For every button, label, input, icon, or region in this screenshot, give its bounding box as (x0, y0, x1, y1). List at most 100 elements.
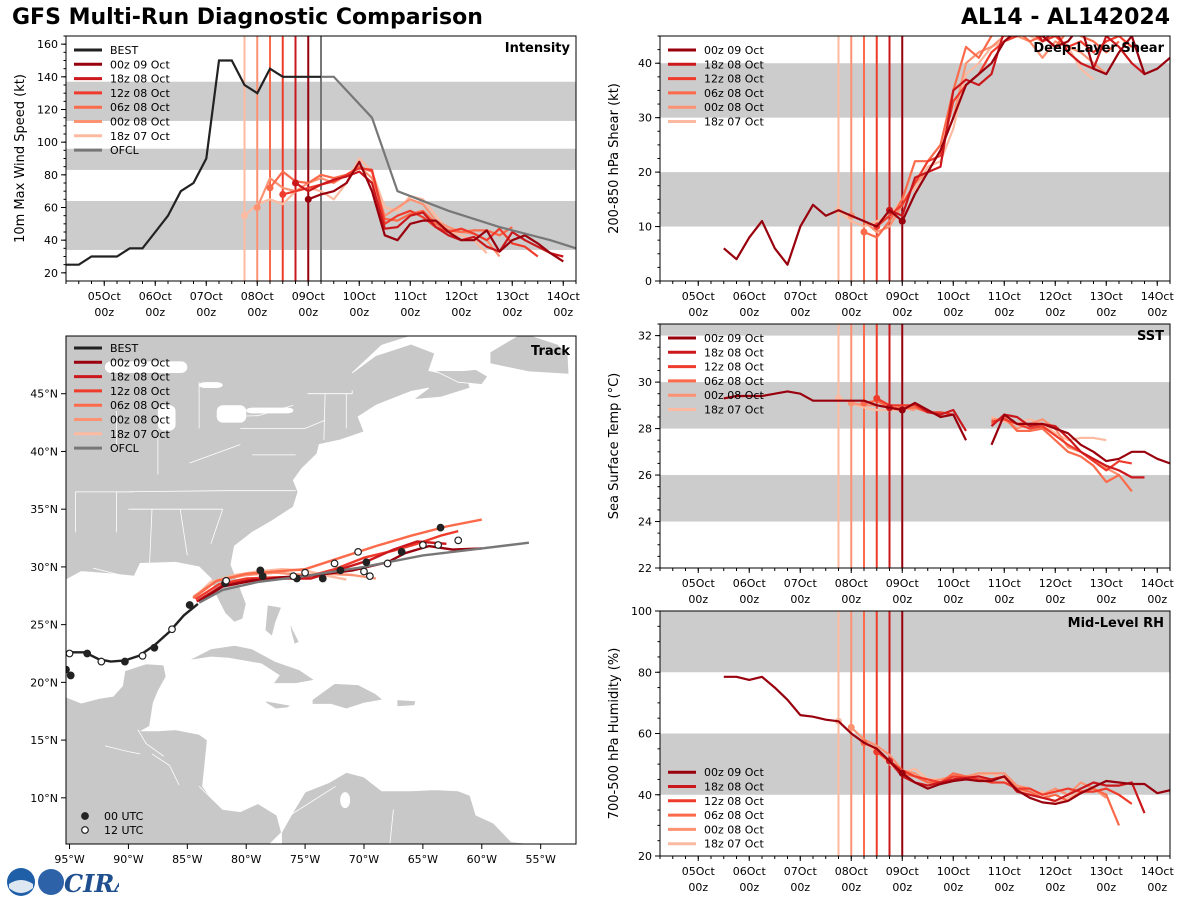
track-y-tick-label: 40°N (30, 445, 58, 458)
shear-x-tick-day: 11Oct (988, 290, 1022, 303)
intensity-y-tick-label: 40 (44, 234, 58, 247)
track-position-marker (318, 574, 327, 583)
intensity-x-tick-day: 06Oct (139, 290, 173, 303)
sst-legend-label: 18z 08 Oct (704, 346, 764, 359)
sst-y-tick-label: 30 (638, 376, 652, 389)
sst-x-tick-day: 10Oct (937, 577, 971, 590)
boundary-line (151, 753, 180, 786)
shear-x-tick-hour: 00z (1045, 306, 1065, 319)
great-lake (157, 405, 176, 431)
boundary-line (389, 809, 394, 844)
shear-x-tick-day: 14Oct (1141, 290, 1175, 303)
rh-y-tick-label: 40 (638, 789, 652, 802)
rh-x-tick-hour: 00z (739, 881, 759, 894)
intensity-y-axis-label: 10m Max Wind Speed (kt) (13, 74, 28, 243)
track-position-marker (150, 643, 159, 652)
intensity-init-point (292, 179, 299, 187)
intensity-x-tick-day: 08Oct (241, 290, 275, 303)
track-legend-label: 06z 08 Oct (110, 399, 170, 412)
intensity-y-tick-label: 140 (37, 71, 58, 84)
intensity-x-tick-hour: 00z (94, 306, 114, 319)
boundary-line (323, 393, 326, 440)
intensity-init-point (304, 195, 312, 203)
sst-series-line (723, 390, 1170, 465)
track-x-tick-label: 95°W (54, 853, 84, 866)
track-position-marker (454, 536, 463, 545)
shear-legend-label: 06z 08 Oct (704, 87, 764, 100)
sst-legend-label: 00z 08 Oct (704, 389, 764, 402)
track-x-tick-label: 80°W (231, 853, 261, 866)
shear-y-tick-label: 30 (638, 112, 652, 125)
shear-x-tick-hour: 00z (892, 306, 912, 319)
sst-x-tick-day: 11Oct (988, 577, 1022, 590)
shear-y-tick-label: 0 (645, 275, 652, 288)
track-x-tick-label: 60°W (467, 853, 497, 866)
rh-x-tick-hour: 00z (1045, 881, 1065, 894)
marker-legend-symbol (81, 812, 89, 820)
south-america-land (281, 771, 536, 844)
rh-x-tick-hour: 00z (790, 881, 810, 894)
intensity-ofcl-line (321, 75, 576, 250)
shear-x-tick-day: 12Oct (1039, 290, 1073, 303)
rh-panel-title: Mid-Level RH (1068, 616, 1164, 631)
rh-legend-label: 00z 09 Oct (704, 766, 764, 779)
rh-x-tick-day: 05Oct (682, 865, 716, 878)
shear-series-line (889, 36, 1146, 217)
panel-track: 95°W 90°W 85°W 80°W 75°W 70°W 65°W 60°W 55°W 10°N… (30, 335, 577, 866)
sst-y-tick-label: 26 (638, 469, 652, 482)
sst-x-tick-day: 08Oct (835, 577, 869, 590)
sst-panel-title: SST (1137, 329, 1164, 344)
intensity-x-tick-hour: 00z (349, 306, 369, 319)
intensity-x-tick-day: 10Oct (343, 290, 377, 303)
sst-legend-label: 06z 08 Oct (704, 375, 764, 388)
sst-x-tick-day: 09Oct (886, 577, 920, 590)
rh-plot-area (660, 611, 1170, 856)
sst-x-tick-day: 12Oct (1039, 577, 1073, 590)
shear-plot-area (660, 36, 1170, 281)
boundary-line (149, 509, 153, 564)
track-legend-label: 00z 08 Oct (110, 414, 170, 427)
track-position-marker (330, 559, 339, 568)
sst-init-point (898, 406, 906, 414)
sst-legend-label: 18z 07 Oct (704, 404, 764, 417)
shear-x-tick-hour: 00z (994, 306, 1014, 319)
intensity-x-tick-day: 09Oct (292, 290, 326, 303)
marker-legend-symbol (81, 826, 89, 834)
bahamas-land (264, 604, 283, 637)
intensity-legend-label: OFCL (110, 144, 140, 157)
shear-y-tick-label: 40 (638, 57, 652, 70)
rh-x-tick-day: 08Oct (835, 865, 869, 878)
track-position-marker (66, 649, 74, 658)
rh-x-tick-hour: 00z (688, 881, 708, 894)
shear-x-tick-day: 05Oct (682, 290, 716, 303)
great-lake (246, 407, 294, 414)
sst-plot-area (660, 324, 1170, 568)
sst-x-tick-hour: 00z (739, 593, 759, 606)
shear-panel-title: Deep-Layer Shear (1033, 41, 1164, 56)
intensity-plot-area (66, 36, 576, 281)
rh-series-line (723, 675, 1170, 805)
intensity-legend-label: 00z 08 Oct (110, 116, 170, 129)
track-position-marker (365, 572, 374, 581)
shear-legend-label: 12z 08 Oct (704, 73, 764, 86)
great-lake (199, 382, 223, 388)
boundary-line (179, 509, 188, 556)
track-x-tick-label: 70°W (349, 853, 379, 866)
sst-threshold-band (660, 475, 1170, 522)
figure-title: GFS Multi-Run Diagnostic Comparison (12, 5, 483, 30)
rh-y-tick-label: 20 (638, 850, 652, 863)
boundary-line (137, 729, 165, 757)
track-panel-title: Track (531, 344, 570, 359)
north-america-land (66, 336, 542, 623)
sst-x-tick-day: 06Oct (733, 577, 767, 590)
rh-legend-label: 18z 08 Oct (704, 781, 764, 794)
boundary-line (93, 567, 135, 579)
track-x-tick-label: 65°W (408, 853, 438, 866)
shear-x-tick-day: 07Oct (784, 290, 818, 303)
sst-y-tick-label: 28 (638, 423, 652, 436)
sst-init-point (873, 394, 881, 402)
intensity-x-tick-hour: 00z (451, 306, 471, 319)
track-x-tick-label: 55°W (525, 853, 555, 866)
track-position-marker (66, 671, 75, 680)
track-position-marker (97, 657, 106, 666)
